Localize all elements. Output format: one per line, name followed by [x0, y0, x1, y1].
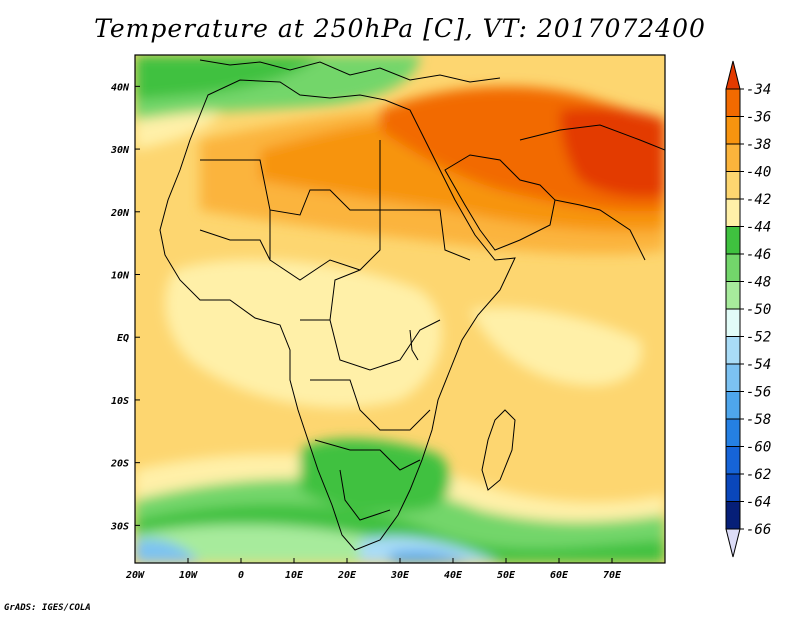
- lat-label: 30N: [110, 145, 130, 156]
- colorbar-label: -64: [746, 495, 771, 511]
- colorbar-label: -66: [746, 522, 771, 538]
- lon-label: 60E: [550, 570, 569, 581]
- lat-label: 10S: [111, 396, 129, 407]
- colorbar-label: -54: [746, 357, 771, 373]
- lat-label: 20N: [110, 208, 130, 219]
- lon-label: 20E: [337, 570, 357, 581]
- colorbar-label: -60: [746, 440, 771, 456]
- lon-label: 10W: [179, 570, 198, 581]
- colorbar-swatch: [725, 171, 741, 200]
- colorbar-label: -38: [746, 137, 771, 153]
- lat-label: 10N: [111, 271, 130, 282]
- colorbar-swatch: [725, 473, 741, 502]
- colorbar-label: -58: [746, 412, 771, 428]
- lon-label: 50E: [497, 570, 516, 581]
- colorbar-label: -36: [746, 110, 771, 126]
- colorbar-swatch: [725, 143, 741, 172]
- lat-label: 30S: [110, 521, 129, 532]
- lat-label: EQ: [117, 333, 129, 344]
- latitude-labels: 40N 30N 20N 10N EQ 10S 20S 30S: [110, 82, 130, 532]
- colorbar-swatch: [725, 281, 741, 310]
- lat-label: 20S: [110, 459, 129, 470]
- colorbar-swatch: [725, 226, 741, 255]
- colorbar-swatch: [725, 446, 741, 475]
- x-tick-marks: [134, 558, 613, 563]
- lon-label: 20W: [125, 570, 145, 581]
- colorbar-label: -34: [746, 82, 771, 98]
- colorbar-label: -50: [746, 302, 771, 318]
- colorbar-swatch: [725, 391, 741, 420]
- colorbar: -34 -36 -38 -40 -42 -44 -46 -48 -50 -52 -54 -56 -58 -…: [725, 60, 771, 558]
- map-title: Temperature at 250hPa [C], VT: 201707240…: [94, 14, 706, 43]
- colorbar-label: -46: [746, 247, 771, 263]
- colorbar-label: -40: [746, 165, 771, 181]
- colorbar-swatch: [725, 116, 741, 145]
- colorbar-swatch: [725, 336, 741, 365]
- colorbar-swatch: [725, 418, 741, 447]
- colorbar-label: -44: [746, 220, 771, 236]
- lon-label: 30E: [390, 570, 410, 581]
- credit-label: GrADS: IGES/COLA: [4, 603, 91, 613]
- colorbar-swatch: [725, 253, 741, 282]
- colorbar-top-arrow: [725, 60, 741, 90]
- lon-label: 0: [238, 570, 244, 581]
- colorbar-swatch: [725, 308, 741, 337]
- colorbar-swatch: [725, 88, 741, 117]
- colorbar-swatch: [725, 198, 741, 227]
- colorbar-bottom-arrow: [725, 528, 741, 558]
- lon-label: 10E: [285, 570, 304, 581]
- colorbar-label: -62: [746, 467, 771, 483]
- lon-label: 70E: [603, 570, 622, 581]
- longitude-labels: 20W 10W 0 10E 20E 30E 40E 50E 60E 70E: [125, 570, 622, 581]
- colorbar-label: -48: [746, 275, 771, 291]
- colorbar-label: -56: [746, 385, 771, 401]
- lon-label: 40E: [444, 570, 463, 581]
- colorbar-swatch: [725, 501, 741, 530]
- colorbar-swatch: [725, 363, 741, 392]
- lat-label: 40N: [111, 82, 130, 93]
- colorbar-label: -52: [746, 330, 771, 346]
- y-tick-marks: [135, 85, 140, 526]
- colorbar-label: -42: [746, 192, 771, 208]
- temperature-field: [135, 55, 665, 563]
- coastlines: [159, 59, 665, 551]
